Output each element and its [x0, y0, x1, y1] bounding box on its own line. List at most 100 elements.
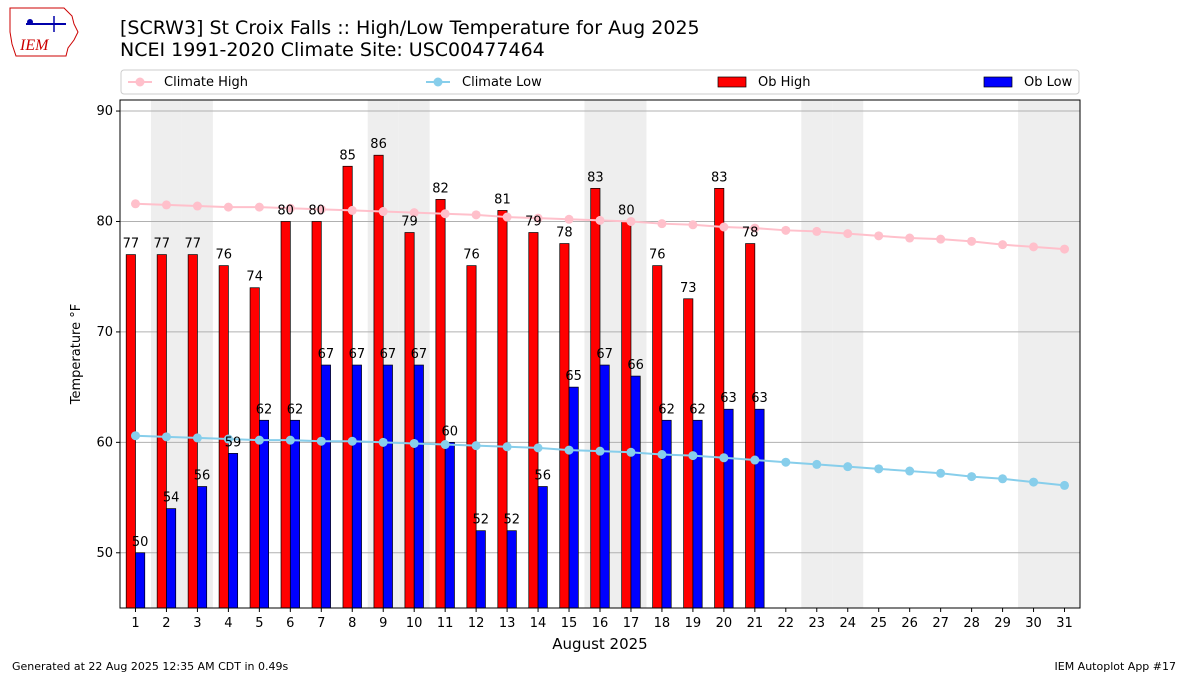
ob-low-bar-5: [259, 419, 269, 609]
ob-low-label: 56: [194, 469, 211, 484]
ob-high-bar-7: [311, 221, 322, 609]
ob-high-bar-3: [187, 254, 198, 609]
ob-low-bar-14: [537, 486, 548, 609]
ob-low-bar-17: [630, 375, 641, 609]
x-tick-label: 23: [809, 616, 826, 631]
ob-low-label: 54: [163, 491, 180, 506]
ob-high-label: 77: [185, 237, 202, 252]
ob-high-label: 80: [618, 203, 635, 218]
legend-label: Ob High: [758, 75, 811, 90]
climate-high-point: [471, 210, 481, 220]
climate-high-point: [502, 212, 512, 222]
ob-low-bar-10: [413, 364, 424, 609]
climate-low-point: [967, 472, 977, 482]
ob-high-label: 80: [308, 203, 325, 218]
x-tick-label: 2: [162, 616, 170, 631]
climate-low-point: [378, 437, 388, 447]
ob-high-label: 73: [680, 281, 697, 296]
legend-swatch-2: [717, 76, 747, 88]
ob-low-bar-18: [661, 419, 672, 609]
ob-high-label: 83: [587, 170, 604, 185]
x-tick-label: 15: [561, 616, 578, 631]
legend-label: Ob Low: [1024, 75, 1073, 90]
x-tick-label: 5: [255, 616, 263, 631]
ob-low-label: 59: [225, 435, 242, 450]
x-tick-label: 30: [1025, 616, 1042, 631]
ob-high-bar-10: [404, 232, 415, 609]
weekend-band-31: [1049, 100, 1080, 608]
ob-low-label: 65: [565, 369, 582, 384]
x-tick-label: 27: [932, 616, 949, 631]
x-tick-label: 10: [406, 616, 423, 631]
ob-high-label: 86: [370, 137, 387, 152]
climate-low-point: [1060, 480, 1070, 490]
ob-low-bar-3: [197, 486, 208, 609]
ob-low-bar-19: [692, 419, 703, 609]
x-tick-label: 7: [317, 616, 325, 631]
climate-high-point: [285, 203, 295, 213]
ob-low-bar-12: [475, 530, 486, 609]
ob-low-label: 52: [473, 513, 490, 528]
x-tick-label: 17: [623, 616, 640, 631]
climate-lines: [130, 199, 1070, 490]
ob-high-bar-2: [156, 254, 167, 609]
legend-marker-0: [135, 77, 145, 87]
climate-low-point: [409, 438, 419, 448]
x-tick-label: 6: [286, 616, 294, 631]
ob-high-label: 79: [525, 215, 542, 230]
x-tick-label: 3: [193, 616, 201, 631]
ob-high-label: 83: [711, 170, 728, 185]
climate-low-point: [657, 449, 667, 459]
climate-high-point: [564, 214, 574, 224]
climate-high-point: [533, 213, 543, 223]
climate-low-point: [223, 434, 233, 444]
y-tick-label: 50: [96, 546, 113, 561]
ob-high-bar-12: [466, 265, 477, 609]
x-tick-label: 24: [839, 616, 856, 631]
x-tick-label: 9: [379, 616, 387, 631]
climate-low-point: [471, 441, 481, 451]
ob-low-bar-20: [723, 408, 734, 609]
ob-low-bar-9: [382, 364, 393, 609]
climate-low-point: [285, 435, 295, 445]
ob-low-label: 67: [596, 347, 613, 362]
climate-high-point: [719, 222, 729, 232]
ob-high-label: 76: [649, 248, 666, 263]
climate-high-point: [750, 223, 760, 233]
climate-low-point: [812, 459, 822, 469]
ob-low-bar-6: [289, 419, 300, 609]
ob-low-label: 62: [689, 402, 706, 417]
x-axis-label: August 2025: [552, 635, 647, 653]
climate-high-point: [347, 205, 357, 215]
climate-high-point: [409, 208, 419, 218]
ob-low-bar-21: [754, 408, 765, 609]
climate-low-point: [347, 436, 357, 446]
ob-low-label: 66: [627, 358, 644, 373]
climate-low-point: [1029, 477, 1039, 487]
ob-low-label: 67: [411, 347, 428, 362]
legend-label: Climate High: [164, 75, 248, 90]
x-tick-label: 18: [654, 616, 671, 631]
x-tick-label: 28: [963, 616, 980, 631]
x-tick-label: 16: [592, 616, 609, 631]
ob-low-bar-11: [444, 441, 455, 609]
ob-low-bar-15: [568, 386, 579, 609]
ob-high-label: 77: [154, 237, 171, 252]
legend-box: [120, 69, 1080, 95]
ob-low-label: 67: [380, 347, 397, 362]
ob-high-label: 76: [463, 248, 480, 263]
ob-high-bar-21: [745, 243, 756, 609]
bar-labels: 77 77 77 76 74 80 80 85 86 79 82 76 81 79 78 83 80 76 73 83…: [123, 137, 768, 550]
climate-high-point: [130, 199, 140, 209]
climate-high-point: [936, 234, 946, 244]
ob-low-label: 67: [349, 347, 366, 362]
climate-low-point: [440, 440, 450, 450]
climate-low-point: [936, 468, 946, 478]
climate-low-point: [533, 443, 543, 453]
climate-high-point: [905, 233, 915, 243]
ob-high-bar-8: [342, 165, 353, 609]
climate-high-point: [1029, 242, 1039, 252]
ob-high-bar-15: [559, 243, 570, 609]
ob-low-label: 50: [132, 535, 149, 550]
